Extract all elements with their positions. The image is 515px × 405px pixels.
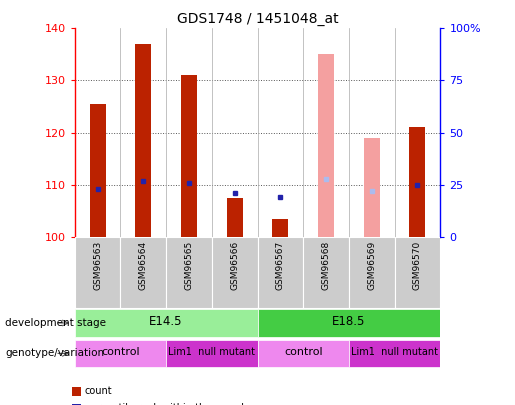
Text: GSM96565: GSM96565 — [184, 241, 194, 290]
FancyBboxPatch shape — [303, 237, 349, 308]
Text: control: control — [284, 347, 322, 357]
Text: GSM96563: GSM96563 — [93, 241, 102, 290]
Text: percentile rank within the sample: percentile rank within the sample — [85, 403, 250, 405]
Text: E14.5: E14.5 — [149, 315, 183, 328]
Text: GSM96569: GSM96569 — [367, 241, 376, 290]
FancyBboxPatch shape — [166, 237, 212, 308]
Bar — [90, 104, 106, 237]
Text: GSM96566: GSM96566 — [230, 241, 239, 290]
Title: GDS1748 / 1451048_at: GDS1748 / 1451048_at — [177, 12, 338, 26]
FancyBboxPatch shape — [394, 237, 440, 308]
Bar — [272, 219, 288, 237]
Text: control: control — [101, 347, 140, 357]
Bar — [227, 198, 243, 237]
Text: count: count — [85, 386, 113, 396]
FancyBboxPatch shape — [258, 309, 440, 337]
Bar — [135, 44, 151, 237]
Bar — [318, 54, 334, 237]
FancyBboxPatch shape — [75, 340, 166, 367]
Bar — [181, 75, 197, 237]
Text: development stage: development stage — [5, 318, 106, 328]
FancyBboxPatch shape — [258, 237, 303, 308]
FancyBboxPatch shape — [75, 237, 121, 308]
FancyBboxPatch shape — [349, 340, 440, 367]
FancyBboxPatch shape — [349, 237, 394, 308]
FancyBboxPatch shape — [258, 340, 349, 367]
FancyBboxPatch shape — [121, 237, 166, 308]
FancyBboxPatch shape — [212, 237, 258, 308]
Bar — [364, 138, 380, 237]
Text: GSM96570: GSM96570 — [413, 241, 422, 290]
Text: GSM96568: GSM96568 — [321, 241, 331, 290]
Text: genotype/variation: genotype/variation — [5, 348, 104, 358]
Text: GSM96564: GSM96564 — [139, 241, 148, 290]
Text: E18.5: E18.5 — [332, 315, 366, 328]
Text: Lim1  null mutant: Lim1 null mutant — [168, 347, 255, 357]
Bar — [409, 128, 425, 237]
Text: Lim1  null mutant: Lim1 null mutant — [351, 347, 438, 357]
Text: GSM96567: GSM96567 — [276, 241, 285, 290]
FancyBboxPatch shape — [75, 309, 258, 337]
FancyBboxPatch shape — [166, 340, 258, 367]
